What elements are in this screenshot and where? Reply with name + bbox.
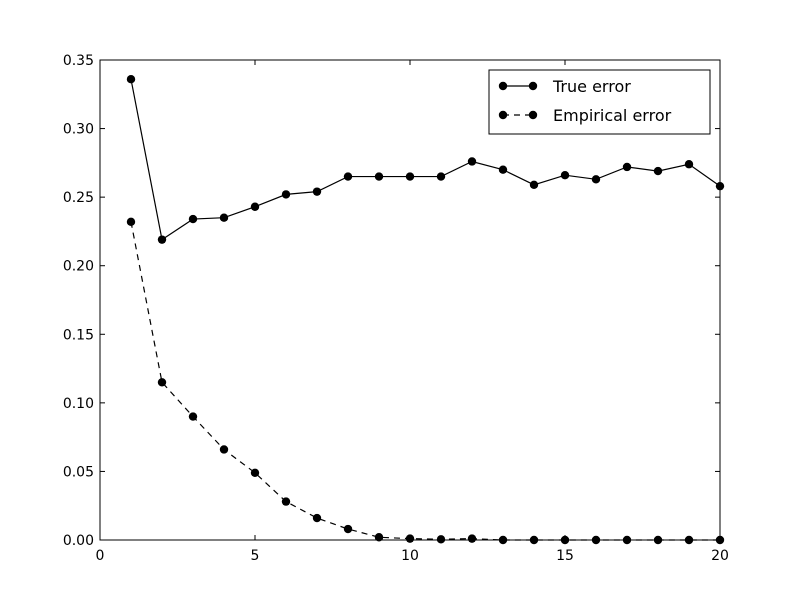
legend-box	[488, 69, 711, 135]
series-1-point	[219, 213, 229, 222]
legend-marker	[498, 81, 508, 91]
series-1-point	[281, 190, 291, 199]
legend-marker	[528, 81, 538, 91]
series-1-point	[312, 187, 322, 196]
series-1-point	[343, 172, 353, 181]
y-tick-label: 0.25	[63, 190, 94, 206]
legend-label-1: True error	[552, 77, 631, 96]
legend-items: True error Empirical error	[498, 77, 672, 125]
series-line-1	[130, 79, 721, 241]
series-1-point	[436, 172, 446, 181]
series-line-2	[130, 221, 720, 541]
legend-marker	[528, 110, 538, 120]
y-tick-label: 0.10	[63, 396, 94, 412]
series-1-point	[467, 157, 477, 166]
x-tick-label: 10	[401, 548, 419, 564]
x-tick-label: 5	[251, 548, 260, 564]
series-1-point	[126, 75, 136, 84]
series-1-point	[529, 180, 539, 189]
legend-marker	[498, 110, 508, 120]
x-tick-label: 0	[96, 548, 105, 564]
series-2-point	[250, 468, 260, 477]
legend: True error Empirical error	[488, 69, 711, 135]
series-2-point	[436, 535, 446, 544]
series-1-point	[560, 171, 570, 180]
series-2-point	[467, 534, 477, 543]
y-tick-label: 0.35	[63, 53, 94, 69]
series-1-point	[684, 160, 694, 169]
y-tick-label: 0.15	[63, 327, 94, 343]
x-tick-label: 15	[556, 548, 574, 564]
series-1-point	[622, 162, 632, 172]
series-1-point	[250, 202, 260, 211]
y-tick-label: 0.20	[63, 259, 94, 275]
series-2-point	[312, 513, 322, 523]
series-2-point	[157, 378, 167, 387]
series-1-point	[374, 172, 384, 181]
legend-label-2: Empirical error	[553, 106, 672, 125]
series-1-point	[188, 214, 198, 224]
series-2-point	[219, 445, 229, 454]
series-1-point	[405, 172, 415, 181]
series-2-point	[374, 533, 384, 542]
series-layer	[126, 75, 725, 545]
x-tick-label: 20	[711, 548, 729, 564]
series-1-point	[653, 166, 663, 176]
series-2-point	[126, 217, 136, 227]
y-tick-label: 0.00	[63, 533, 94, 549]
axis-ticks: 0 5 10 15 20 0.00 0.05 0.10 0.15 0.20 0.25 0.30 0.35	[63, 53, 729, 564]
series-1-point	[157, 235, 167, 244]
series-1-point	[498, 165, 508, 174]
series-2-point	[281, 497, 291, 506]
series-2-point	[343, 524, 353, 534]
y-tick-label: 0.05	[63, 464, 94, 480]
y-tick-label: 0.30	[63, 122, 94, 138]
series-1-point	[591, 175, 601, 184]
series-2-point	[188, 412, 198, 421]
